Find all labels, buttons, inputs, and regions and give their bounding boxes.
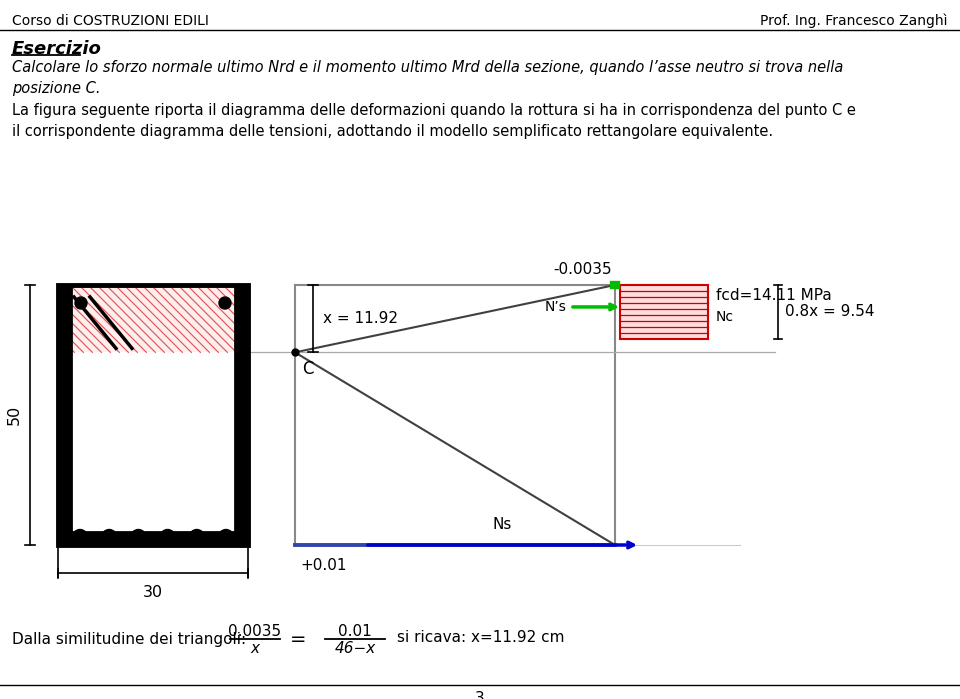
- Bar: [58, 285, 248, 545]
- Text: La figura seguente riporta il diagramma delle deformazioni quando la rottura si : La figura seguente riporta il diagramma …: [12, 103, 856, 139]
- Circle shape: [131, 530, 146, 545]
- Text: fcd=14.11 MPa: fcd=14.11 MPa: [716, 288, 831, 303]
- Text: x = 11.92: x = 11.92: [323, 311, 398, 326]
- Circle shape: [75, 297, 87, 309]
- Text: 0.01: 0.01: [338, 624, 372, 639]
- Text: Calcolare lo sforzo normale ultimo Nrd e il momento ultimo Mrd della sezione, qu: Calcolare lo sforzo normale ultimo Nrd e…: [12, 60, 844, 96]
- Text: N’s: N’s: [544, 300, 566, 314]
- Text: Prof. Ing. Francesco Zanghì: Prof. Ing. Francesco Zanghì: [760, 14, 948, 29]
- Text: 0.0035: 0.0035: [228, 624, 281, 639]
- Text: +0.01: +0.01: [300, 558, 347, 573]
- Bar: [620, 285, 708, 339]
- Text: Dalla similitudine dei triangoli:: Dalla similitudine dei triangoli:: [12, 632, 246, 647]
- Circle shape: [73, 530, 87, 545]
- Bar: [71, 285, 235, 532]
- Text: 46−x: 46−x: [334, 641, 375, 656]
- Bar: [58, 285, 248, 545]
- Text: =: =: [290, 630, 306, 649]
- Text: 0.8x = 9.54: 0.8x = 9.54: [785, 305, 875, 319]
- Text: Nc: Nc: [716, 310, 734, 324]
- Circle shape: [189, 530, 204, 545]
- Circle shape: [160, 530, 175, 545]
- Text: Corso di COSTRUZIONI EDILI: Corso di COSTRUZIONI EDILI: [12, 14, 209, 28]
- Text: -0.0035: -0.0035: [553, 262, 612, 277]
- Circle shape: [219, 530, 233, 545]
- Text: 30: 30: [143, 585, 163, 600]
- Text: C: C: [302, 361, 314, 378]
- Text: si ricava: x=11.92 cm: si ricava: x=11.92 cm: [397, 630, 564, 645]
- Bar: [58, 285, 248, 352]
- Circle shape: [219, 297, 231, 309]
- Text: Ns: Ns: [492, 517, 513, 532]
- Text: x: x: [251, 641, 259, 656]
- Text: 3: 3: [475, 691, 485, 699]
- Text: Esercizio: Esercizio: [12, 40, 102, 58]
- Circle shape: [102, 530, 117, 545]
- Bar: [71, 285, 235, 352]
- Bar: [71, 285, 235, 532]
- Text: 50: 50: [7, 405, 22, 425]
